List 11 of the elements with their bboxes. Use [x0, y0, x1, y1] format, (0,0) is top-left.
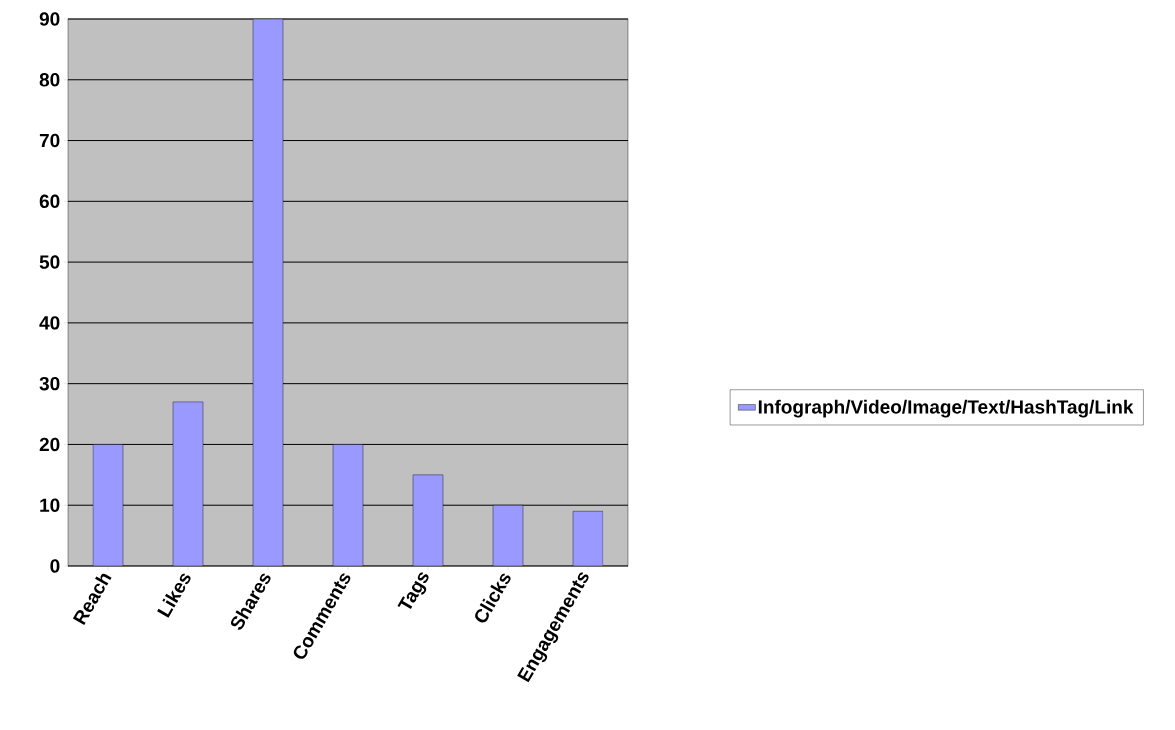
y-tick-label: 10: [40, 498, 60, 512]
y-tick-label: 0: [50, 559, 60, 573]
y-tick-label: 50: [39, 255, 60, 269]
y-tick-label: 90: [39, 12, 60, 26]
legend-label: Infograph/Video/Image/Text/HashTag/Link: [758, 399, 1134, 418]
y-tick-label: 70: [39, 133, 60, 148]
y-tick-label: 30: [39, 376, 60, 391]
y-tick-label: 80: [39, 73, 60, 87]
y-tick-label: 20: [39, 437, 60, 452]
y-tick-label: 60: [39, 194, 60, 209]
y-tick-label: 40: [39, 316, 60, 330]
